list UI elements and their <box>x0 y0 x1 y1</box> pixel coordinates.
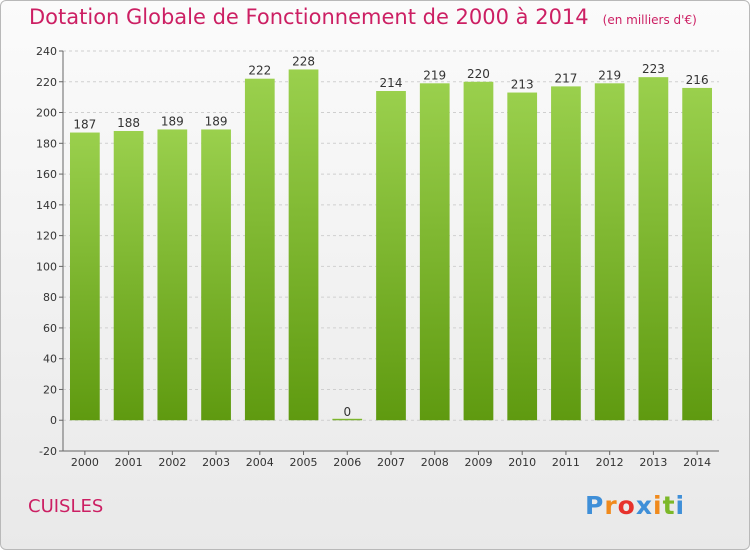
x-tick-label-2010: 2010 <box>508 456 536 469</box>
value-label-2010: 213 <box>511 78 534 92</box>
y-tick-label: -20 <box>39 445 57 458</box>
y-tick-label: 120 <box>36 230 57 243</box>
x-tick-label-2012: 2012 <box>596 456 624 469</box>
axes: -20 0 20 40 60 80 100 120 140 160 180 200 220 240 <box>36 45 719 458</box>
x-tick-label-2000: 2000 <box>71 456 99 469</box>
y-tick-label: 40 <box>43 353 57 366</box>
y-tick-label: 160 <box>36 168 57 181</box>
proxiti-logo[interactable]: Proxiti <box>585 491 686 520</box>
bar-2011 <box>551 86 581 421</box>
x-tick-label-2002: 2002 <box>158 456 186 469</box>
x-tick-label-2005: 2005 <box>290 456 318 469</box>
chart-title: Dotation Globale de Fonctionnement de 20… <box>29 5 697 29</box>
x-tick-label-2011: 2011 <box>552 456 580 469</box>
commune-name: CUISLES <box>28 496 104 517</box>
y-tick-label: 0 <box>50 414 57 427</box>
bar-2012 <box>594 83 625 421</box>
x-tick-label-2003: 2003 <box>202 456 230 469</box>
value-label-2005: 228 <box>292 54 315 68</box>
value-label-2004: 222 <box>248 64 271 78</box>
bar-2001 <box>113 131 144 421</box>
value-label-2008: 219 <box>423 68 446 82</box>
x-tick-label-2014: 2014 <box>683 456 711 469</box>
bar-2003 <box>201 129 231 421</box>
bars <box>69 69 713 421</box>
bar-2004 <box>244 78 275 421</box>
value-label-2001: 188 <box>117 116 140 130</box>
x-tick-label-2008: 2008 <box>421 456 449 469</box>
y-tick-label: 80 <box>43 291 57 304</box>
value-label-2014: 216 <box>686 73 709 87</box>
bar-2010 <box>507 92 538 421</box>
value-label-2011: 217 <box>554 71 577 85</box>
bar-2000 <box>69 132 100 421</box>
x-tick-label-2006: 2006 <box>333 456 361 469</box>
x-tick-label-2009: 2009 <box>464 456 492 469</box>
x-tick-label-2001: 2001 <box>115 456 143 469</box>
value-label-2000: 187 <box>73 118 96 132</box>
bar-2009 <box>463 81 494 421</box>
bar-2006 <box>332 418 363 421</box>
value-label-2012: 219 <box>598 68 621 82</box>
y-tick-label: 60 <box>43 322 57 335</box>
bar-2014 <box>682 87 713 421</box>
y-tick-label: 140 <box>36 199 57 212</box>
y-tick-label: 200 <box>36 107 57 120</box>
labels: 187 2000 188 2001 189 2002 189 2003 222 2004 228 20… <box>71 54 711 469</box>
y-tick-label: 220 <box>36 76 57 89</box>
value-label-2006: 0 <box>343 405 351 419</box>
x-tick-label-2004: 2004 <box>246 456 274 469</box>
y-tick-label: 100 <box>36 260 57 273</box>
bar-2005 <box>288 69 319 421</box>
y-tick-label: 240 <box>36 45 57 58</box>
x-tick-label-2013: 2013 <box>639 456 667 469</box>
y-tick-label: 180 <box>36 137 57 150</box>
value-label-2009: 220 <box>467 67 490 81</box>
y-tick-label: 20 <box>43 383 57 396</box>
bar-2007 <box>376 91 406 421</box>
chart-subtitle: (en milliers d'€) <box>602 13 697 27</box>
value-label-2007: 214 <box>380 76 403 90</box>
bar-2013 <box>638 77 669 421</box>
bar-2002 <box>157 129 188 421</box>
value-label-2013: 223 <box>642 62 665 76</box>
bar-2008 <box>419 83 450 421</box>
chart-title-text: Dotation Globale de Fonctionnement de 20… <box>29 5 589 29</box>
x-tick-label-2007: 2007 <box>377 456 405 469</box>
value-label-2003: 189 <box>205 114 228 128</box>
value-label-2002: 189 <box>161 114 184 128</box>
